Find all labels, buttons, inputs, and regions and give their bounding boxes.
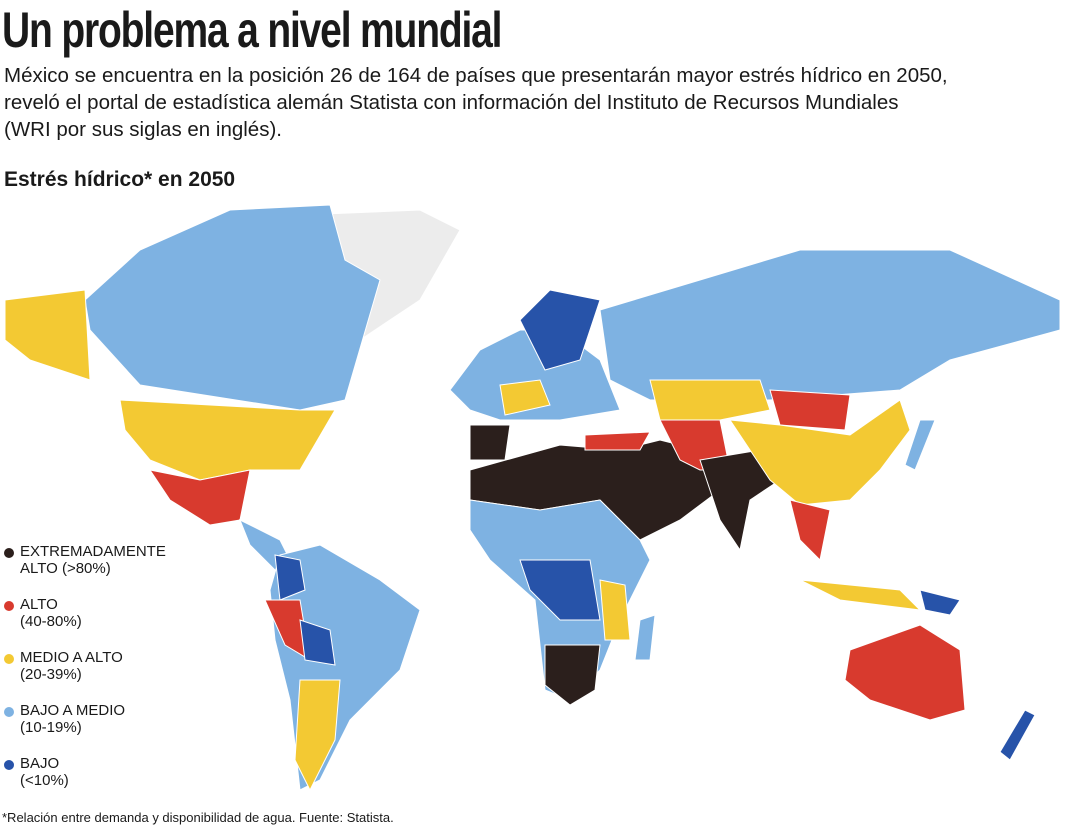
region <box>584 431 651 451</box>
legend-swatch <box>4 760 14 770</box>
region <box>728 399 911 506</box>
legend-label: MEDIO A ALTO <box>20 649 123 666</box>
legend-label: ALTO (>80%) <box>20 560 111 577</box>
subtitle-line: reveló el portal de estadística alemán S… <box>4 91 899 114</box>
region <box>299 619 336 666</box>
region <box>649 379 771 421</box>
legend-swatch <box>4 707 14 717</box>
legend-label: (<10%) <box>20 772 69 789</box>
footnote: *Relación entre demanda y disponibilidad… <box>2 810 394 825</box>
subtitle: México se encuentra en la posición 26 de… <box>4 62 948 143</box>
map-title: Estrés hídrico* en 2050 <box>4 168 236 191</box>
region <box>999 709 1036 761</box>
legend-swatch <box>4 654 14 664</box>
legend-label: BAJO A MEDIO <box>20 702 126 719</box>
world-map <box>4 204 1061 792</box>
region <box>119 399 336 481</box>
region <box>84 204 381 411</box>
region <box>789 499 831 562</box>
legend-label: (40-80%) <box>20 613 82 630</box>
subtitle-line: (WRI por sus siglas en inglés). <box>4 118 282 141</box>
region <box>294 679 341 792</box>
legend-item: EXTREMADAMENTE ALTO (>80%) <box>4 543 166 596</box>
region <box>469 424 511 461</box>
subtitle-line: México se encuentra en la posición 26 de… <box>4 64 948 87</box>
region <box>769 389 851 431</box>
legend-label: BAJO <box>20 755 60 772</box>
region <box>519 559 601 621</box>
region <box>544 644 601 706</box>
region <box>274 554 306 601</box>
legend-item: BAJO (<10%) <box>4 755 166 808</box>
legend-label: (10-19%) <box>20 719 82 736</box>
region <box>634 614 656 661</box>
region <box>844 624 966 721</box>
region <box>799 579 922 611</box>
legend-swatch <box>4 548 14 558</box>
legend-label: ALTO <box>20 596 58 613</box>
legend-label: EXTREMADAMENTE <box>20 543 166 560</box>
legend-label: (20-39%) <box>20 666 82 683</box>
legend-item: BAJO A MEDIO (10-19%) <box>4 702 166 755</box>
region <box>4 289 91 381</box>
title: Un problema a nivel mundial <box>2 2 503 58</box>
region <box>904 419 936 471</box>
region <box>919 589 961 616</box>
legend-item: MEDIO A ALTO (20-39%) <box>4 649 166 702</box>
legend-item: ALTO (40-80%) <box>4 596 166 649</box>
region <box>499 379 551 416</box>
legend: EXTREMADAMENTE ALTO (>80%) ALTO (40-80%) MED… <box>4 543 166 808</box>
region <box>599 249 1061 401</box>
region <box>519 289 601 371</box>
legend-swatch <box>4 601 14 611</box>
region <box>599 579 631 641</box>
